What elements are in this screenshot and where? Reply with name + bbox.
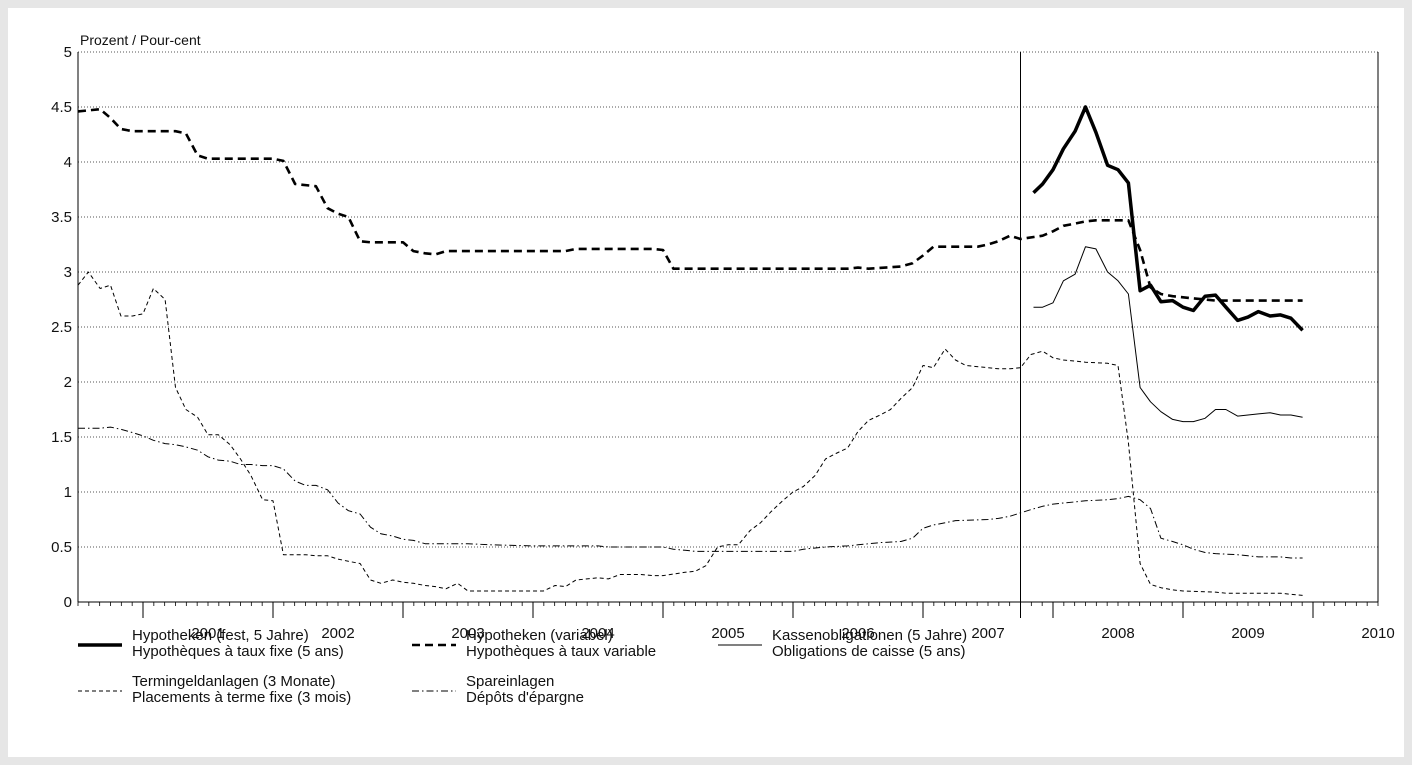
x-tick-label-2003: 2003 <box>451 625 484 642</box>
legend-item-fixed: Hypotheken (fest, 5 Jahre) Hypothèques à… <box>76 628 344 660</box>
y-tick-label-7: 3.5 <box>51 209 72 226</box>
legend-label-variable: Hypotheken (variabel) Hypothèques à taux… <box>466 627 657 660</box>
y-tick-label-1: 0.5 <box>51 539 72 556</box>
legend-item-termin: Termingeldanlagen (3 Monate) Placements … <box>76 674 351 706</box>
y-tick-label-4: 2 <box>64 374 72 391</box>
series-line-fixed <box>1032 105 1304 332</box>
x-tick-label-2004: 2004 <box>581 625 614 642</box>
legend-item-variable: Hypotheken (variabel) Hypothèques à taux… <box>410 628 656 660</box>
y-tick-label-5: 2.5 <box>51 319 72 336</box>
legend-swatch-kasse <box>718 644 762 646</box>
y-tick-label-0: 0 <box>64 594 72 611</box>
series-line-variable <box>77 107 1303 302</box>
y-tick-label-8: 4 <box>64 154 72 171</box>
series-line-spar <box>78 426 1303 559</box>
legend-item-kasse: Kassenobligationen (5 Jahre) Obligations… <box>716 628 967 660</box>
y-tick-label-2: 1 <box>64 484 72 501</box>
y-tick-label-10: 5 <box>64 44 72 61</box>
x-tick-label-2006: 2006 <box>841 625 874 642</box>
x-tick-label-2009: 2009 <box>1231 625 1264 642</box>
x-tick-label-2008: 2008 <box>1101 625 1134 642</box>
legend-swatch-fixed <box>78 643 122 647</box>
legend-item-spar: Spareinlagen Dépôts d'épargne <box>410 674 584 706</box>
x-tick-label-2010: 2010 <box>1361 625 1394 642</box>
chart-figure: 0 0.5 1 1.5 2 2.5 3 3.5 4 4.5 5 Prozent / Pour-cent… <box>8 8 1404 757</box>
legend-label-spar: Spareinlagen Dépôts d'épargne <box>466 673 584 706</box>
y-tick-label-9: 4.5 <box>51 99 72 116</box>
series-line-termin <box>77 271 1303 596</box>
y-tick-label-3: 1.5 <box>51 429 72 446</box>
legend-swatch-spar <box>412 690 456 692</box>
x-tick-label-2007: 2007 <box>971 625 1004 642</box>
legend-label-kasse: Kassenobligationen (5 Jahre) Obligations… <box>772 627 968 660</box>
chart-svg: 0 0.5 1 1.5 2 2.5 3 3.5 4 4.5 5 Prozent / Pour-cent… <box>51 32 1395 642</box>
legend-label-termin: Termingeldanlagen (3 Monate) Placements … <box>132 673 352 706</box>
legend-swatch-termin <box>78 690 122 692</box>
series-line-kasse <box>1033 246 1303 423</box>
y-tick-label-6: 3 <box>64 264 72 281</box>
x-tick-label-2001: 2001 <box>191 625 224 642</box>
x-tick-label-2005: 2005 <box>711 625 744 642</box>
legend-swatch-variable <box>412 643 456 647</box>
x-tick-label-2002: 2002 <box>321 625 354 642</box>
legend-label-fixed: Hypotheken (fest, 5 Jahre) Hypothèques à… <box>132 627 344 660</box>
y-axis-unit-label: Prozent / Pour-cent <box>80 32 201 48</box>
